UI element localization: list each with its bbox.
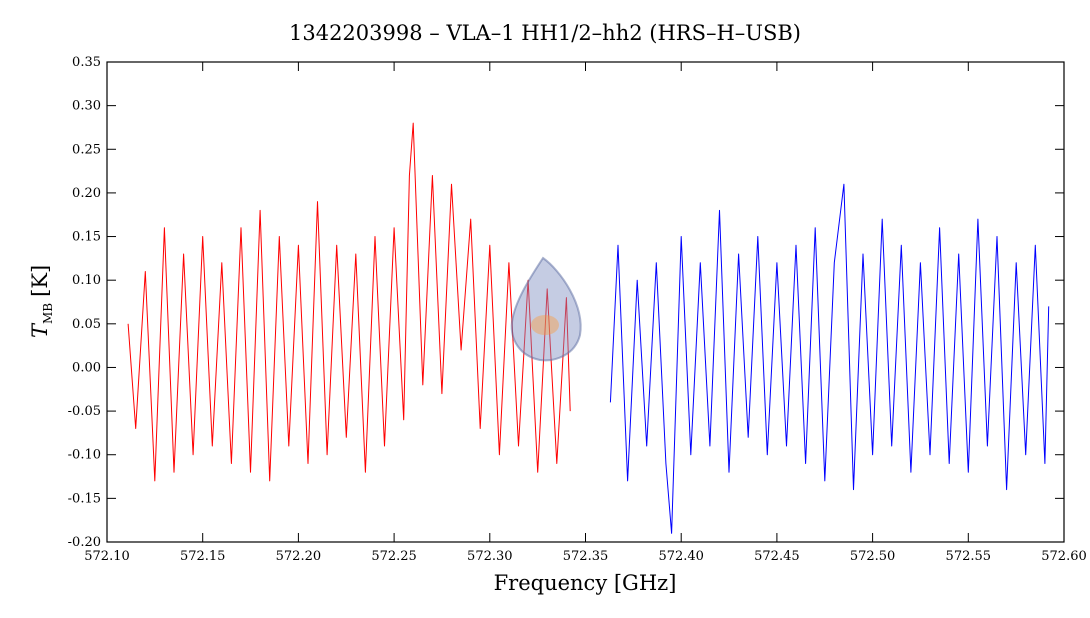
y-tick-label: 0.05 — [72, 317, 101, 332]
y-axis-label: TMB [K] — [28, 265, 55, 338]
y-tick-label: 0.35 — [72, 55, 101, 70]
x-tick-label: 572.40 — [658, 549, 704, 564]
ticks-layer: 572.10 572.15 572.20 572.25 572.30 572.35 572.… — [68, 55, 1087, 564]
y-tick-label: 0.00 — [72, 360, 101, 375]
x-tick-label: 572.15 — [180, 549, 226, 564]
y-tick-label: -0.20 — [68, 535, 101, 550]
series-line-1 — [127, 122, 571, 482]
x-axis-label: Frequency [GHz] — [494, 571, 677, 595]
x-tick-label: 572.45 — [754, 549, 800, 564]
y-axis-label-sub: MB — [41, 303, 55, 324]
x-tick-label: 572.50 — [850, 549, 896, 564]
x-tick-label: 572.20 — [276, 549, 322, 564]
watermark-glow — [531, 315, 559, 335]
chart-title: 1342203998 – VLA–1 HH1/2–hh2 (HRS–H–USB) — [289, 21, 801, 45]
y-tick-label: 0.30 — [72, 99, 101, 114]
y-tick-label: -0.10 — [68, 448, 101, 463]
y-tick-label: 0.25 — [72, 142, 101, 157]
series-line-2 — [609, 183, 1050, 534]
x-tick-label: 572.30 — [467, 549, 513, 564]
y-tick-label: -0.05 — [68, 404, 101, 419]
x-tick-label: 572.25 — [371, 549, 417, 564]
x-tick-label: 572.10 — [84, 549, 130, 564]
watermark-shape — [510, 256, 582, 362]
y-tick-label: 0.10 — [72, 273, 101, 288]
y-axis-label-main: T — [28, 322, 52, 338]
series-layer — [127, 122, 1050, 534]
y-tick-label: -0.15 — [68, 491, 101, 506]
x-tick-label: 572.60 — [1041, 549, 1087, 564]
y-tick-label: 0.15 — [72, 230, 101, 245]
watermark-logo — [510, 256, 582, 362]
x-tick-label: 572.35 — [563, 549, 609, 564]
y-tick-label: 0.20 — [72, 186, 101, 201]
y-axis-label-unit: [K] — [28, 265, 52, 297]
x-tick-label: 572.55 — [946, 549, 992, 564]
